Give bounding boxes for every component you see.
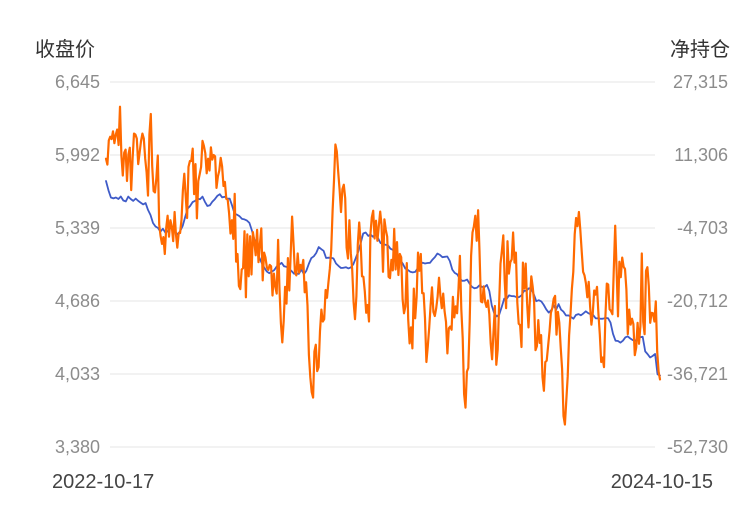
x-start-date-label: 2022-10-17 xyxy=(52,471,154,493)
right-axis-title: 净持仓 xyxy=(670,37,730,61)
x-end-date-label: 2024-10-15 xyxy=(611,471,713,493)
right-tick-label: 27,315 xyxy=(673,72,728,92)
series-lines xyxy=(104,105,662,426)
left-axis-ticks: 6,645 5,992 5,339 4,686 4,033 3,380 xyxy=(55,72,100,457)
left-tick-label: 4,033 xyxy=(55,364,100,384)
right-tick-label: 11,306 xyxy=(674,145,728,165)
right-tick-label: -20,712 xyxy=(667,291,728,311)
right-tick-label: -36,721 xyxy=(667,364,728,384)
close-price-line xyxy=(105,180,661,377)
left-tick-label: 5,992 xyxy=(55,145,100,165)
net-position-line xyxy=(104,105,662,426)
right-tick-label: -52,730 xyxy=(667,437,728,457)
right-tick-label: -4,703 xyxy=(677,218,728,238)
left-tick-label: 6,645 xyxy=(55,72,100,92)
left-tick-label: 5,339 xyxy=(55,218,100,238)
left-tick-label: 3,380 xyxy=(55,437,100,457)
left-axis-title: 收盘价 xyxy=(35,37,95,61)
right-axis-ticks: 27,315 11,306 -4,703 -20,712 -36,721 -52,730 xyxy=(667,72,728,457)
left-tick-label: 4,686 xyxy=(55,291,100,311)
